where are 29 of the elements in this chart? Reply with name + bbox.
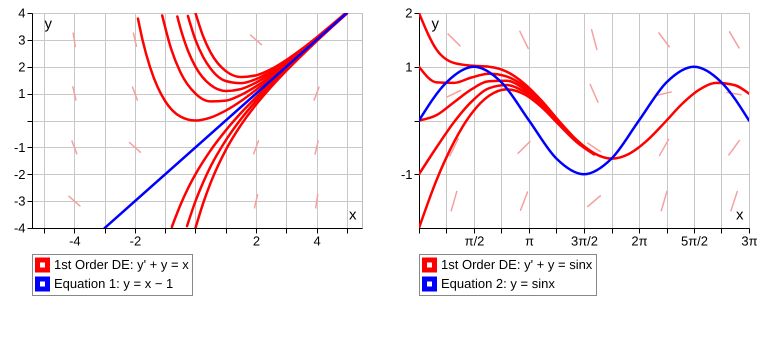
y-tick-label: -2 xyxy=(14,166,26,182)
x-tick-label: 2π xyxy=(631,234,648,248)
y-tick-label: 4 xyxy=(18,6,26,20)
x-tick-label: -4 xyxy=(69,234,81,248)
y-tick-label: 2 xyxy=(405,6,412,20)
x-tick-label: 4 xyxy=(313,234,321,248)
y-axis-title: y xyxy=(44,16,52,32)
x-tick-label: 3π xyxy=(741,234,758,248)
x-tick-label: 2 xyxy=(252,234,260,248)
legend-label: 1st Order DE: y' + y = sinx xyxy=(441,257,593,272)
x-tick-label: 5π/2 xyxy=(680,234,708,248)
y-tick-label: -1 xyxy=(14,140,26,155)
x-tick-label: π/2 xyxy=(464,234,484,248)
y-tick-label: 2 xyxy=(18,59,26,74)
x-axis-title: x xyxy=(349,206,357,224)
y-tick-label: 3 xyxy=(18,32,26,48)
y-tick-label: -1 xyxy=(400,166,412,182)
x-tick-label: -2 xyxy=(130,234,142,248)
legend-label: 1st Order DE: y' + y = x xyxy=(54,257,190,272)
legend-label: Equation 2: y = sinx xyxy=(441,276,556,291)
x-tick-label: π xyxy=(525,234,534,248)
legend-label: Equation 1: y = x − 1 xyxy=(54,276,174,291)
y-tick-label: 1 xyxy=(405,59,412,74)
y-tick-label: -3 xyxy=(14,194,26,209)
x-tick-label: 3π/2 xyxy=(570,234,598,248)
y-axis-title: y xyxy=(432,16,440,32)
y-tick-label: 1 xyxy=(18,86,26,102)
y-tick-label: -4 xyxy=(14,220,26,236)
x-axis-title: x xyxy=(736,206,744,224)
